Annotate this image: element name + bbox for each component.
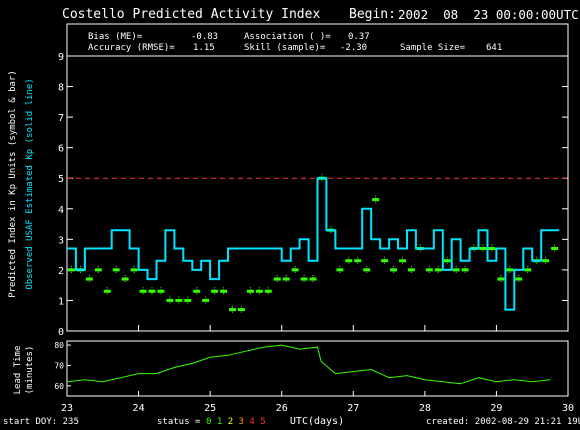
y-tick-label-9: 9 bbox=[58, 52, 64, 63]
y-axis-label-observed: Observed USAF Estimated Kp (solid line) bbox=[25, 78, 35, 289]
observed-kp-line bbox=[67, 177, 560, 311]
status-2: 2 bbox=[227, 417, 234, 427]
status-4: 4 bbox=[249, 417, 255, 427]
y-tick-label-1: 1 bbox=[58, 296, 64, 307]
start-doy: start DOY: 235 bbox=[3, 417, 79, 427]
x-tick-label-27: 27 bbox=[347, 403, 359, 414]
lead-time-label-line1: Lead Time bbox=[13, 346, 23, 395]
y-tick-label-4: 4 bbox=[58, 205, 64, 216]
lead-y-tick-label-80: 80 bbox=[54, 341, 64, 350]
y-tick-label-0: 0 bbox=[58, 327, 64, 338]
bias-label: Bias (ME)= bbox=[88, 32, 143, 42]
lead-y-tick-label-60: 60 bbox=[54, 382, 64, 391]
lead-y-tick-label-70: 70 bbox=[54, 361, 64, 370]
sample-size-value: 641 bbox=[486, 43, 503, 53]
sample-size-label: Sample Size= bbox=[400, 43, 466, 53]
y-tick-label-5: 5 bbox=[58, 174, 64, 185]
skill-value: -2.30 bbox=[340, 43, 368, 53]
lead-plot-frame bbox=[66, 340, 569, 397]
begin-value: 2002 08 23 00:00:00UTC bbox=[398, 7, 579, 22]
y-tick-label-8: 8 bbox=[58, 83, 64, 94]
association-label: Association ( )= bbox=[244, 32, 331, 42]
main-plot-frame bbox=[66, 23, 569, 332]
x-tick-label-29: 29 bbox=[490, 403, 502, 414]
x-tick-label-30: 30 bbox=[562, 403, 574, 414]
bias-value: -0.83 bbox=[191, 32, 219, 42]
status-3: 3 bbox=[238, 417, 244, 427]
x-tick-label-25: 25 bbox=[204, 403, 216, 414]
x-axis-label: UTC(days) bbox=[290, 416, 344, 427]
begin-label: Begin: bbox=[349, 7, 396, 22]
lead-time-line bbox=[66, 344, 551, 385]
association-value: 0.37 bbox=[348, 32, 370, 42]
created-timestamp: created: 2002-08-29 21:21 19UTC bbox=[426, 417, 580, 427]
skill-label: Skill (sample)= bbox=[244, 43, 326, 53]
status-legend: 0 1 2 3 4 5 bbox=[206, 417, 266, 427]
y-axis-label-predicted: Predicted Index in Kp Units (symbol & ba… bbox=[8, 70, 18, 298]
accuracy-value: 1.15 bbox=[193, 43, 215, 53]
lead-time-label-line2: (minutes) bbox=[25, 346, 35, 395]
accuracy-label: Accuracy (RMSE)= bbox=[88, 43, 175, 53]
x-tick-label-26: 26 bbox=[276, 403, 288, 414]
status-1: 1 bbox=[216, 417, 223, 427]
y-tick-label-6: 6 bbox=[58, 144, 64, 155]
status-0: 0 bbox=[206, 417, 212, 427]
y-tick-label-3: 3 bbox=[58, 235, 64, 246]
status-5: 5 bbox=[260, 417, 266, 427]
y-tick-label-7: 7 bbox=[58, 113, 64, 124]
y-tick-label-2: 2 bbox=[58, 266, 64, 277]
x-tick-label-23: 23 bbox=[61, 403, 73, 414]
x-tick-label-24: 24 bbox=[133, 403, 145, 414]
x-tick-label-28: 28 bbox=[419, 403, 431, 414]
chart-title: Costello Predicted Activity Index bbox=[62, 7, 321, 22]
status-label: status = bbox=[157, 417, 201, 427]
